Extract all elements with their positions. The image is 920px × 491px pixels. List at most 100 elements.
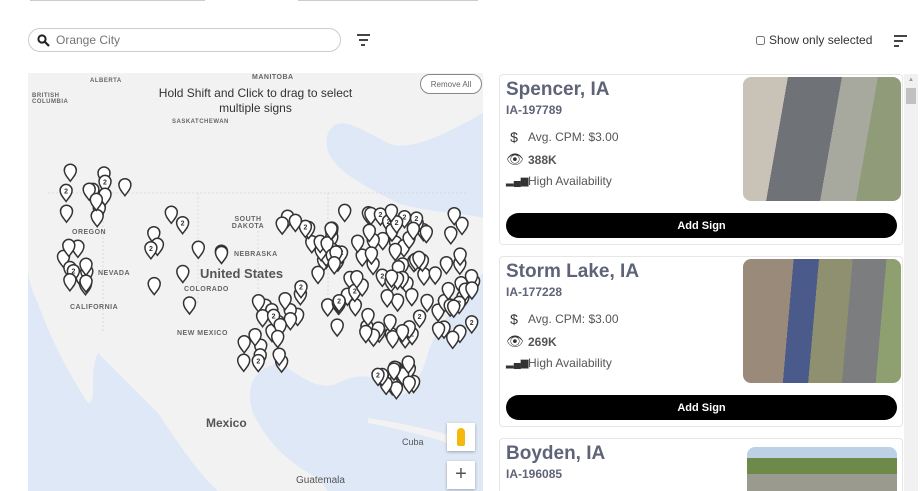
map-pin[interactable] — [385, 330, 400, 350]
map-pin[interactable] — [255, 308, 270, 328]
map-pin[interactable] — [405, 287, 419, 307]
map-pin[interactable] — [439, 255, 454, 275]
map-pin[interactable] — [431, 321, 446, 341]
map-pin[interactable] — [62, 238, 76, 258]
map-pin[interactable] — [164, 205, 179, 225]
map-pin[interactable] — [384, 269, 399, 289]
map-pin[interactable] — [402, 375, 416, 395]
search-box[interactable] — [28, 28, 341, 52]
map-pin[interactable] — [182, 296, 197, 316]
map-pin[interactable] — [236, 353, 251, 373]
map-pin[interactable] — [337, 203, 352, 223]
sign-photo[interactable] — [743, 259, 901, 383]
map-pin[interactable] — [390, 293, 405, 313]
map-pin[interactable] — [388, 242, 403, 262]
add-sign-button[interactable]: Add Sign — [506, 213, 897, 238]
sign-card[interactable]: Boyden, IA IA-196085 — [499, 438, 903, 491]
map-pin[interactable] — [79, 274, 93, 294]
remove-all-button[interactable]: Remove All — [420, 74, 482, 94]
map-pin[interactable] — [278, 291, 292, 311]
show-only-selected[interactable]: Show only selected — [756, 33, 872, 47]
map-pin[interactable] — [59, 204, 74, 224]
sign-card[interactable]: Spencer, IA IA-197789 $ Avg. CPM: $3.00 👁… — [499, 74, 903, 245]
sign-photo[interactable] — [747, 447, 897, 491]
map-pin[interactable] — [444, 226, 458, 246]
map-pin[interactable] — [350, 234, 365, 254]
map-pin[interactable]: 2 — [371, 367, 385, 387]
map[interactable]: 22222222222222222222222222222222 ALBERTA… — [28, 73, 483, 491]
map-pin[interactable] — [384, 203, 399, 223]
map-pin[interactable] — [395, 323, 410, 343]
map-pin[interactable] — [176, 264, 190, 284]
map-pin[interactable] — [387, 362, 401, 382]
map-pin[interactable] — [324, 221, 338, 241]
map-pin[interactable] — [89, 192, 104, 212]
map-pin[interactable] — [428, 266, 442, 286]
search-input[interactable] — [56, 33, 316, 47]
map-label-nebraska: NEBRASKA — [234, 251, 278, 258]
zoom-in-button[interactable]: + — [447, 461, 475, 489]
map-pin[interactable] — [406, 221, 421, 241]
map-pin[interactable]: 2 — [464, 315, 479, 335]
street-view-icon[interactable] — [447, 423, 475, 451]
map-pin[interactable] — [361, 307, 375, 327]
map-pin[interactable]: 2 — [332, 293, 346, 313]
cluster-count: 2 — [376, 372, 380, 379]
sign-title: Boyden, IA — [506, 443, 606, 464]
map-pin[interactable]: 2 — [412, 309, 427, 329]
map-pin[interactable] — [327, 256, 342, 276]
map-pin[interactable] — [359, 324, 373, 344]
map-pin[interactable] — [147, 276, 161, 296]
map-pin[interactable] — [320, 298, 335, 318]
sign-photo[interactable] — [743, 77, 901, 201]
map-pin[interactable] — [288, 213, 303, 233]
map-pin[interactable] — [275, 216, 289, 236]
map-pin[interactable]: 2 — [294, 279, 308, 299]
map-pin[interactable] — [237, 335, 251, 355]
map-pin[interactable] — [412, 250, 426, 270]
map-pin[interactable] — [90, 208, 104, 228]
map-pin[interactable] — [270, 329, 285, 349]
sort-icon[interactable] — [894, 35, 908, 50]
map-pin[interactable] — [364, 246, 379, 266]
map-pin[interactable] — [383, 313, 397, 333]
map-pin[interactable] — [420, 293, 434, 313]
map-pin[interactable] — [453, 247, 467, 267]
map-pin[interactable] — [191, 240, 206, 260]
map-pin[interactable]: 2 — [175, 215, 190, 235]
map-pin[interactable] — [445, 330, 460, 350]
map-pin[interactable] — [248, 327, 262, 347]
map-pin[interactable]: 2 — [59, 183, 73, 203]
map-pin[interactable] — [79, 257, 93, 277]
sign-card[interactable]: Storm Lake, IA IA-177228 $ Avg. CPM: $3.0… — [499, 256, 903, 427]
map-pin[interactable] — [441, 281, 456, 301]
map-pin[interactable] — [214, 245, 229, 265]
map-pin[interactable] — [311, 265, 325, 285]
map-pin[interactable] — [455, 216, 469, 236]
map-pin[interactable] — [118, 177, 132, 197]
map-pin[interactable] — [380, 289, 394, 309]
map-land — [28, 73, 483, 491]
map-pin[interactable] — [63, 163, 78, 183]
map-pin[interactable] — [401, 355, 416, 375]
map-pin[interactable] — [362, 223, 377, 243]
map-pin[interactable] — [419, 224, 434, 244]
map-pin[interactable]: 2 — [251, 353, 266, 373]
map-pin[interactable] — [389, 380, 404, 400]
map-pin[interactable] — [446, 299, 461, 319]
map-pin[interactable] — [251, 294, 266, 314]
map-pin[interactable]: 2 — [389, 215, 404, 235]
show-only-selected-checkbox[interactable] — [756, 35, 765, 45]
map-pin[interactable] — [417, 267, 431, 287]
map-pin[interactable] — [465, 281, 479, 301]
list-scrollbar[interactable]: ▲ — [904, 74, 918, 491]
map-pin[interactable]: 2 — [298, 219, 313, 239]
map-pin[interactable] — [447, 206, 461, 226]
add-sign-button[interactable]: Add Sign — [506, 395, 897, 420]
map-pin[interactable] — [330, 318, 344, 338]
map-pin[interactable] — [350, 270, 364, 290]
filter-icon[interactable] — [356, 34, 370, 49]
map-pin[interactable] — [63, 273, 77, 293]
map-pin[interactable]: 2 — [144, 241, 158, 261]
map-pin[interactable] — [272, 347, 286, 367]
